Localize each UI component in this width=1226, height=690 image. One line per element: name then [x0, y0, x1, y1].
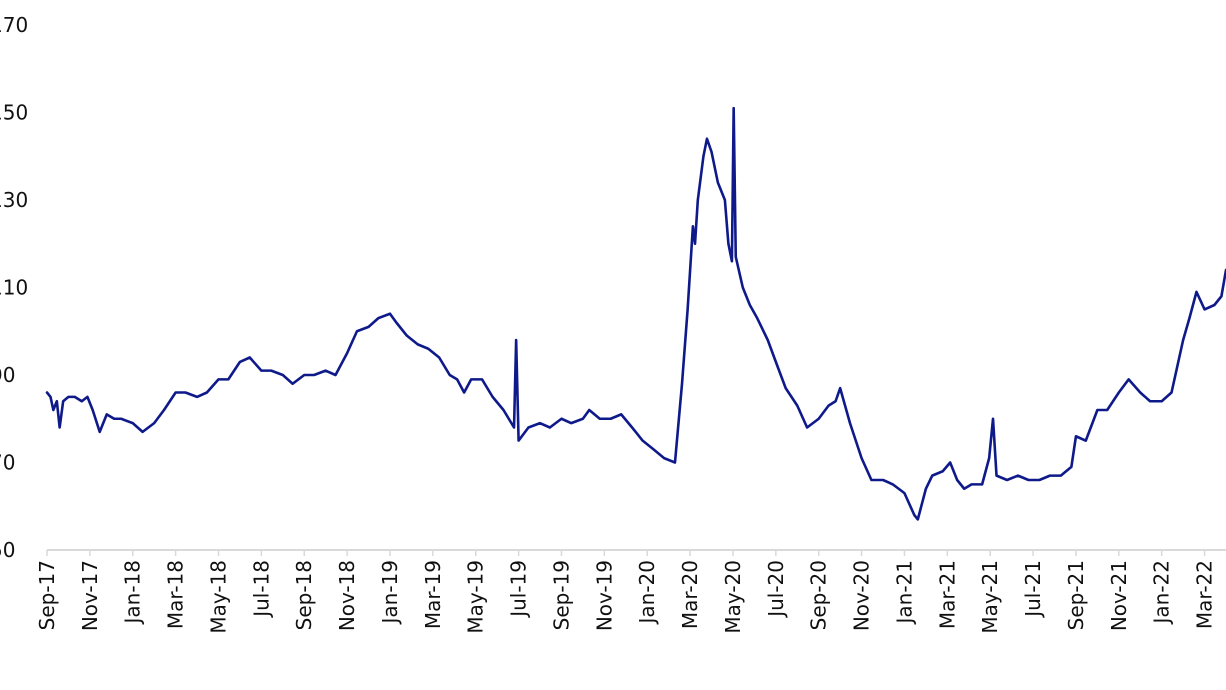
x-tick-label: Mar-20 [678, 560, 702, 629]
x-axis [46, 549, 1226, 556]
x-tick-label: Mar-22 [1193, 560, 1217, 629]
x-tick-label: Jan-20 [635, 560, 659, 626]
x-tick-label: Sep-19 [549, 560, 573, 630]
x-tick-label: May-21 [978, 560, 1002, 634]
y-tick-label: 130 [0, 188, 28, 212]
x-tick-label: Mar-19 [421, 560, 445, 629]
x-tick-label: Jul-20 [764, 560, 788, 619]
x-tick-label: Mar-21 [935, 560, 959, 629]
x-tick-label: Mar-18 [164, 560, 188, 629]
y-tick-label: 50 [0, 538, 15, 562]
y-tick-label: 150 [0, 101, 28, 125]
x-tick-label: Sep-21 [1064, 560, 1088, 630]
x-tick-label: Nov-21 [1107, 560, 1131, 631]
x-tick-label: Sep-17 [35, 560, 59, 630]
x-axis-tick-labels: Sep-17 Nov-17 Jan-18 Mar-18 May-18 Jul-18 Sep-… [35, 560, 1217, 634]
x-tick-label: Jul-18 [249, 560, 273, 619]
y-axis-tick-labels: 50 70 90 110 130 150 170 [0, 13, 28, 562]
x-tick-label: Jan-18 [121, 560, 145, 626]
x-tick-label: Jul-19 [507, 560, 531, 619]
x-tick-label: May-18 [206, 560, 230, 634]
series-line-0 [45, 106, 1226, 521]
x-tick-label: Nov-20 [850, 560, 874, 631]
x-tick-label: Nov-19 [592, 560, 616, 631]
x-tick-label: Sep-20 [807, 560, 831, 630]
y-tick-label: 110 [0, 276, 28, 300]
y-tick-label: 170 [0, 13, 28, 37]
x-tick-label: Jan-21 [892, 560, 916, 626]
x-tick-label: Jan-19 [378, 560, 402, 626]
x-tick-label: Nov-17 [78, 560, 102, 631]
series-group [45, 106, 1226, 521]
x-tick-label: May-20 [721, 560, 745, 634]
x-tick-label: Nov-18 [335, 560, 359, 631]
x-tick-label: Jul-21 [1021, 560, 1045, 619]
y-tick-label: 90 [0, 363, 15, 387]
x-tick-label: Jan-22 [1150, 560, 1174, 626]
y-tick-label: 70 [0, 451, 15, 475]
x-tick-label: Sep-18 [292, 560, 316, 630]
x-tick-label: May-19 [464, 560, 488, 634]
